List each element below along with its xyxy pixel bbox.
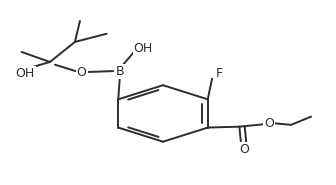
Text: O: O <box>77 65 87 78</box>
Text: B: B <box>116 65 124 78</box>
Text: F: F <box>216 67 223 80</box>
Text: O: O <box>264 117 274 130</box>
Text: OH: OH <box>15 67 35 80</box>
Text: O: O <box>239 143 249 156</box>
Text: OH: OH <box>134 42 153 55</box>
